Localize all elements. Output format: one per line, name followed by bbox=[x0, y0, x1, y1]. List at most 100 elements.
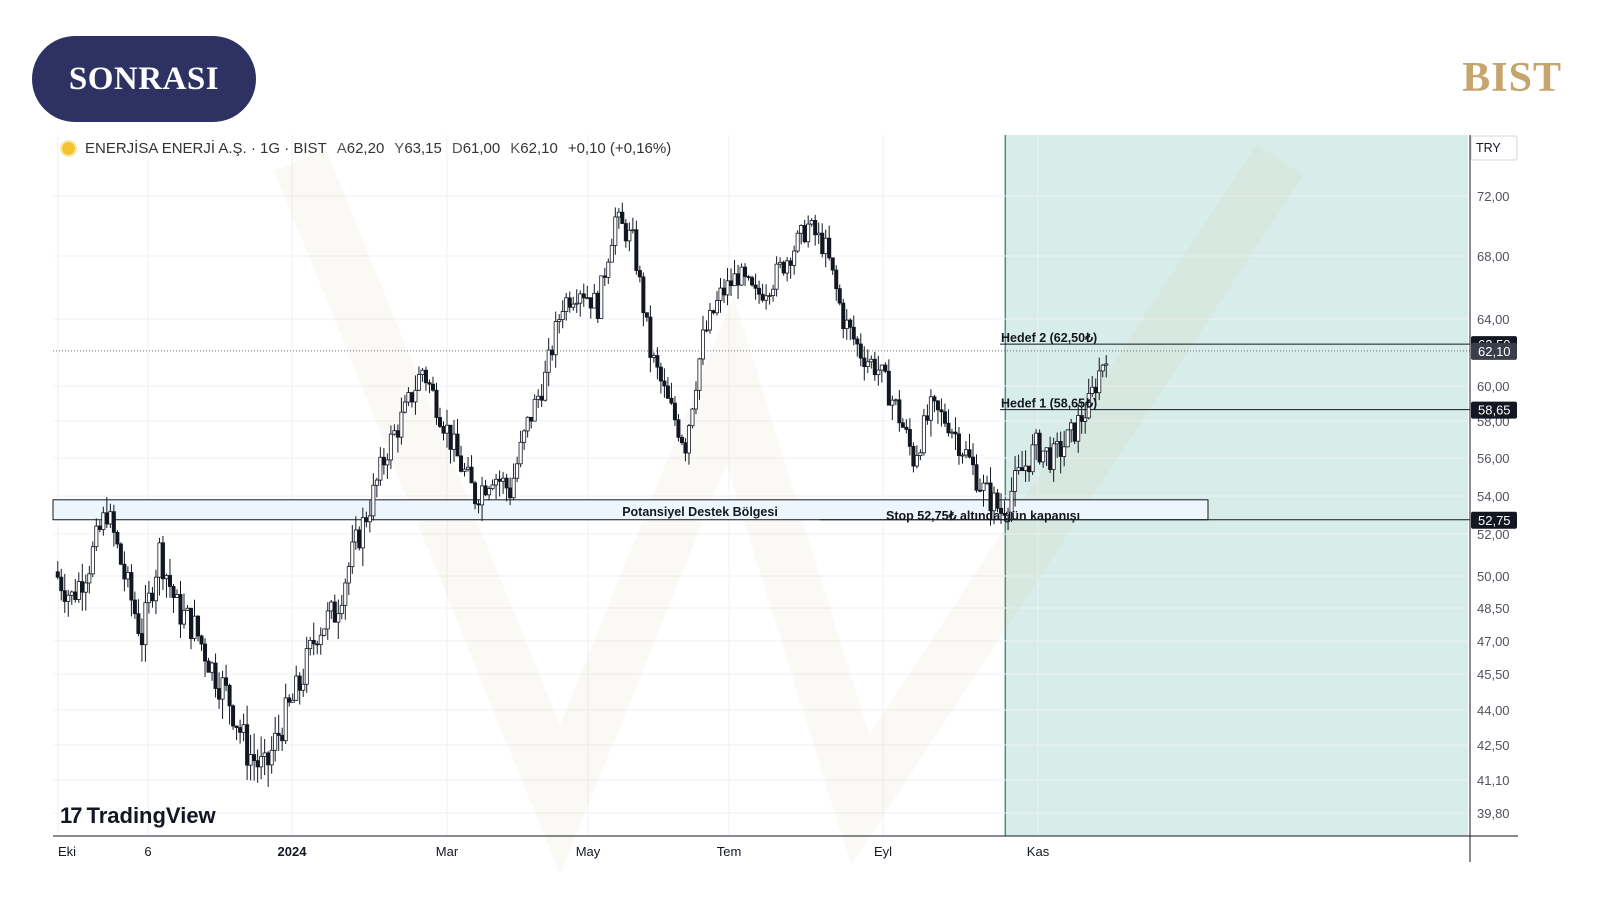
candle-body bbox=[658, 366, 663, 382]
candle-body bbox=[444, 424, 449, 434]
candle-body bbox=[679, 436, 684, 444]
candle-body bbox=[707, 310, 712, 331]
candle-body bbox=[459, 455, 464, 472]
candle-body bbox=[1065, 429, 1070, 448]
price-label-box bbox=[1471, 342, 1517, 360]
candle-body bbox=[90, 546, 95, 575]
candle-body bbox=[339, 604, 344, 615]
candle-body bbox=[59, 576, 64, 592]
sonrasi-badge: SONRASI bbox=[32, 36, 256, 122]
low-value: 61,00 bbox=[462, 139, 501, 157]
candle-body bbox=[553, 321, 558, 356]
x-tick-label: Eyl bbox=[874, 844, 892, 859]
candle-body bbox=[729, 280, 734, 287]
candle-body bbox=[487, 488, 492, 496]
candle-body bbox=[711, 310, 716, 314]
candle-body bbox=[960, 454, 965, 457]
candle-body bbox=[1037, 432, 1042, 463]
candle-body bbox=[795, 232, 800, 252]
candle-body bbox=[357, 529, 362, 549]
candle-body bbox=[455, 433, 460, 457]
candle-body bbox=[1048, 447, 1053, 470]
candle-body bbox=[567, 297, 572, 308]
candle-body bbox=[939, 409, 944, 413]
target2-label: Hedef 2 (62,50₺) bbox=[1001, 331, 1097, 345]
candle-body bbox=[69, 591, 74, 596]
candle-body bbox=[329, 601, 334, 612]
candle-body bbox=[83, 582, 88, 593]
candle-body bbox=[167, 575, 172, 587]
candle-body bbox=[946, 422, 951, 434]
candle-body bbox=[732, 273, 737, 287]
candle-body bbox=[1009, 490, 1014, 513]
candle-body bbox=[606, 261, 611, 278]
candle-body bbox=[785, 260, 790, 274]
y-tick-label: 39,80 bbox=[1477, 806, 1510, 821]
candle-body bbox=[430, 383, 435, 391]
candle-body bbox=[704, 329, 709, 332]
candle-body bbox=[73, 591, 78, 600]
candle-body bbox=[322, 628, 327, 636]
bist-brand-label: BIST bbox=[1462, 55, 1562, 101]
candle-body bbox=[504, 477, 509, 489]
highlight-zone bbox=[1005, 135, 1468, 836]
candle-body bbox=[409, 392, 414, 403]
candle-body bbox=[153, 576, 158, 602]
candle-body bbox=[1069, 422, 1074, 431]
candle-body bbox=[346, 566, 351, 584]
x-tick-label: Kas bbox=[1027, 844, 1050, 859]
candle-body bbox=[778, 261, 783, 265]
candle-body bbox=[55, 571, 60, 578]
candle-body bbox=[753, 284, 758, 289]
candle-body bbox=[683, 442, 688, 454]
tradingview-label: TradingView bbox=[86, 803, 216, 828]
candle-body bbox=[1013, 470, 1018, 492]
candle-body bbox=[802, 225, 807, 243]
candle-body bbox=[353, 529, 358, 543]
candle-body bbox=[1051, 443, 1056, 470]
candle-body bbox=[995, 492, 1000, 509]
candle-body bbox=[437, 417, 442, 427]
candle-body bbox=[970, 456, 975, 466]
candle-body bbox=[743, 266, 748, 277]
candle-body bbox=[406, 392, 411, 403]
candle-body bbox=[921, 415, 926, 454]
price-label-box bbox=[1471, 511, 1517, 529]
candle-body bbox=[469, 466, 474, 484]
currency-box[interactable] bbox=[1470, 135, 1518, 161]
candle-body bbox=[613, 216, 618, 246]
candle-body bbox=[669, 397, 674, 404]
candle-body bbox=[1072, 422, 1077, 442]
candle-body bbox=[715, 300, 720, 314]
candle-body bbox=[985, 482, 990, 485]
candle-body bbox=[332, 601, 337, 623]
candle-body bbox=[529, 416, 534, 422]
candle-body bbox=[423, 369, 428, 384]
candle-body bbox=[462, 468, 467, 472]
candle-body bbox=[371, 484, 376, 517]
candle-body bbox=[1034, 432, 1039, 446]
price-label-box bbox=[1471, 401, 1517, 419]
y-tick-label: 56,00 bbox=[1477, 451, 1510, 466]
x-tick-label: Tem bbox=[717, 844, 742, 859]
candle-body bbox=[1090, 386, 1095, 394]
candle-body bbox=[66, 594, 71, 602]
candle-body bbox=[914, 455, 919, 467]
candle-body bbox=[781, 261, 786, 274]
chart-header: ENERJİSA ENERJİ A.Ş. · 1G · BIST A 62,20 … bbox=[60, 138, 671, 158]
candle-body bbox=[1055, 441, 1060, 445]
candle-body bbox=[1086, 393, 1091, 419]
candle-body bbox=[220, 677, 225, 700]
candle-body bbox=[869, 358, 874, 363]
symbol-label: ENERJİSA ENERJİ A.Ş. · 1G · BIST bbox=[85, 139, 327, 157]
candle-body bbox=[171, 586, 176, 598]
candle-body bbox=[876, 369, 881, 376]
candle-body bbox=[255, 760, 260, 768]
y-tick-label: 47,00 bbox=[1477, 634, 1510, 649]
candle-body bbox=[238, 727, 243, 733]
candle-body bbox=[662, 380, 667, 387]
candle-body bbox=[245, 724, 250, 766]
candle-body bbox=[280, 735, 285, 742]
candle-body bbox=[480, 485, 485, 506]
candle-body bbox=[858, 343, 863, 359]
